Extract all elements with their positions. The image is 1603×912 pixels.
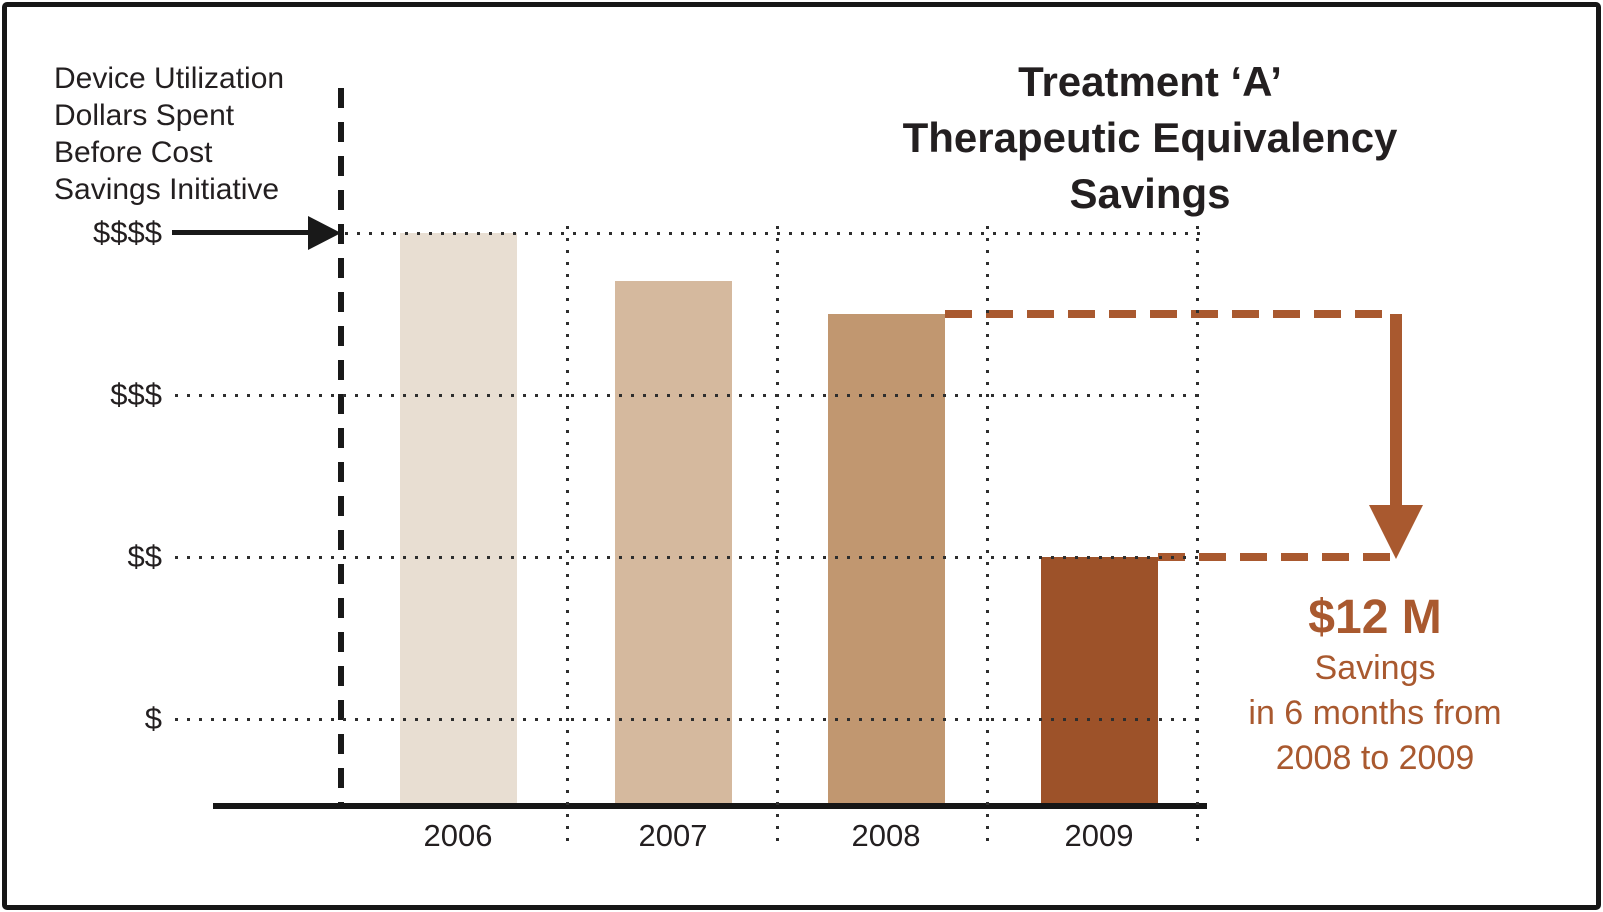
bar-2006 <box>399 232 517 803</box>
v-gridline-1 <box>566 226 569 842</box>
savings-drop-arrow-shaft <box>1390 313 1402 505</box>
y-tick-label-$$$: $$$ <box>110 376 162 412</box>
savings-line-1: Savings <box>1314 649 1436 687</box>
before-arrow-shaft <box>172 230 308 236</box>
bar-2007 <box>614 281 732 803</box>
y-tick-label-$$$$: $$$$ <box>93 214 162 250</box>
y-tick-label-$$: $$ <box>127 538 162 574</box>
chart-title-line-1: Treatment ‘A’ <box>1018 58 1282 105</box>
h-gridline-$$$$ <box>345 231 1200 235</box>
before-note-line-1: Device Utilization <box>54 62 285 95</box>
h-gridline-$$$ <box>175 393 1200 397</box>
before-note-line-2: Dollars Spent <box>54 99 235 132</box>
savings-drop-top-dashed-line <box>944 309 1390 318</box>
down-arrow-icon <box>1369 504 1423 559</box>
initiative-boundary-dashed-line <box>338 88 344 803</box>
chart-title: Treatment ‘A’ Therapeutic Equivalency Sa… <box>850 54 1450 222</box>
x-tick-label-2009: 2009 <box>1064 818 1134 853</box>
savings-line-2: in 6 months from <box>1248 694 1502 732</box>
right-arrow-icon <box>308 215 341 250</box>
bar-2009 <box>1040 556 1158 803</box>
v-gridline-2 <box>776 226 779 842</box>
x-tick-label-2006: 2006 <box>423 818 493 853</box>
before-note-line-4: Savings Initiative <box>54 173 280 206</box>
h-gridline-$$ <box>175 555 1200 559</box>
savings-callout: $12 M Savings in 6 months from 2008 to 2… <box>1175 590 1575 781</box>
before-initiative-note: Device Utilization Dollars Spent Before … <box>54 60 384 208</box>
chart-title-line-3: Savings <box>1069 170 1231 217</box>
x-axis-baseline <box>213 803 1207 809</box>
x-tick-label-2008: 2008 <box>851 818 921 853</box>
v-gridline-3 <box>986 226 989 842</box>
savings-line-3: 2008 to 2009 <box>1275 739 1475 777</box>
h-gridline-$ <box>175 717 1200 721</box>
y-tick-label-$: $ <box>144 700 162 736</box>
chart-title-line-2: Therapeutic Equivalency <box>902 114 1398 161</box>
x-tick-label-2007: 2007 <box>638 818 708 853</box>
v-gridline-4 <box>1196 226 1199 842</box>
before-note-line-3: Before Cost <box>54 136 213 169</box>
savings-drop-bottom-dashed-line <box>1157 552 1398 561</box>
savings-amount: $12 M <box>1308 591 1442 644</box>
